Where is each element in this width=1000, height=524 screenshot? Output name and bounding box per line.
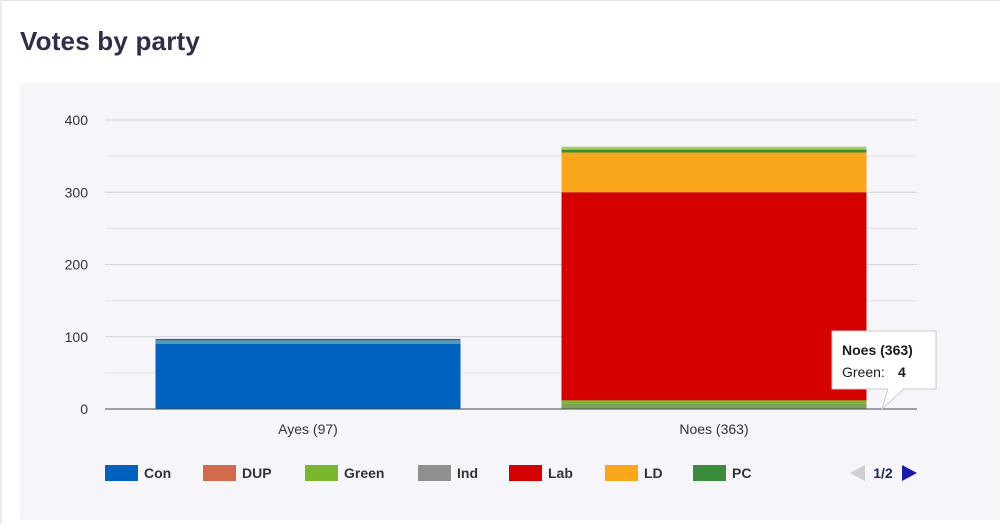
legend-next-arrow-icon[interactable] <box>902 465 917 481</box>
tooltip-series: Green: <box>842 364 885 380</box>
bar-segment-pc[interactable] <box>561 149 867 153</box>
tooltip-value: 4 <box>898 364 906 380</box>
bar-segment-unlabeled[interactable] <box>155 340 461 344</box>
x-category-label: Noes (363) <box>679 421 748 437</box>
legend-label-ind[interactable]: Ind <box>457 465 478 481</box>
y-tick-label: 100 <box>65 329 89 345</box>
y-tick-label: 300 <box>65 184 89 200</box>
legend-label-green[interactable]: Green <box>344 465 384 481</box>
top-divider <box>0 0 1000 1</box>
bar-segment-unlabeled[interactable] <box>155 338 461 341</box>
legend-swatch-dup[interactable] <box>203 465 236 481</box>
bar-segment-lab[interactable] <box>561 192 867 401</box>
left-divider <box>0 0 2 524</box>
legend-swatch-con[interactable] <box>105 465 138 481</box>
legend-label-ld[interactable]: LD <box>644 465 663 481</box>
votes-chart: 0 100 200 300 400 Ayes (97) Noes (363) Con DUP Gr… <box>65 112 937 481</box>
legend-prev-arrow-icon[interactable] <box>850 465 865 481</box>
y-tick-label: 200 <box>65 257 89 273</box>
legend-swatch-lab[interactable] <box>509 465 542 481</box>
bar-segment-unlabeled[interactable] <box>561 146 867 150</box>
legend-swatch-pc[interactable] <box>693 465 726 481</box>
legend-label-con[interactable]: Con <box>144 465 171 481</box>
bar-segment-con[interactable] <box>155 343 461 409</box>
legend-swatch-ld[interactable] <box>605 465 638 481</box>
legend-swatch-green[interactable] <box>305 465 338 481</box>
legend-label-lab[interactable]: Lab <box>548 465 573 481</box>
bar-segment-unlabeled[interactable] <box>561 403 867 409</box>
y-tick-label: 400 <box>65 112 89 128</box>
legend-label-dup[interactable]: DUP <box>242 465 272 481</box>
y-tick-label: 0 <box>80 401 88 417</box>
x-category-label: Ayes (97) <box>278 421 338 437</box>
chart-panel: 0 100 200 300 400 Ayes (97) Noes (363) Con DUP Gr… <box>20 83 1000 520</box>
bar-segment-green[interactable] <box>561 400 867 404</box>
section-title: Votes by party <box>20 26 201 56</box>
tooltip-title: Noes (363) <box>842 342 913 358</box>
bar-segment-ld[interactable] <box>561 152 867 193</box>
legend-label-pc[interactable]: PC <box>732 465 751 481</box>
legend-page-indicator: 1/2 <box>873 465 893 481</box>
tooltip-box <box>831 330 937 411</box>
legend-swatch-ind[interactable] <box>418 465 451 481</box>
